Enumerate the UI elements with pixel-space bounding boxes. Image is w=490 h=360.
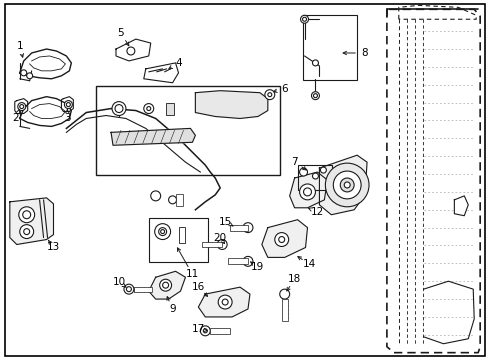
Text: 19: 19 — [251, 262, 265, 272]
Circle shape — [155, 224, 171, 239]
Circle shape — [24, 229, 30, 235]
Circle shape — [302, 17, 307, 21]
Text: 8: 8 — [361, 48, 368, 58]
Circle shape — [275, 233, 289, 247]
Text: 17: 17 — [192, 324, 205, 334]
Bar — [175, 194, 183, 206]
Circle shape — [112, 102, 126, 116]
Text: 1: 1 — [17, 41, 23, 51]
Text: 6: 6 — [281, 84, 288, 94]
Circle shape — [333, 171, 361, 199]
Circle shape — [280, 289, 290, 299]
Circle shape — [218, 295, 232, 309]
Circle shape — [222, 299, 228, 305]
Circle shape — [64, 100, 73, 109]
Circle shape — [200, 326, 210, 336]
Polygon shape — [319, 155, 367, 215]
Text: 14: 14 — [303, 259, 316, 269]
Bar — [282, 299, 288, 321]
Circle shape — [169, 196, 176, 204]
Circle shape — [243, 223, 253, 233]
Circle shape — [20, 225, 34, 239]
Circle shape — [115, 105, 123, 113]
Circle shape — [23, 211, 31, 219]
Polygon shape — [149, 271, 185, 299]
Circle shape — [21, 70, 26, 76]
Circle shape — [303, 188, 312, 196]
Circle shape — [268, 93, 272, 96]
Polygon shape — [290, 172, 327, 208]
Text: 18: 18 — [288, 274, 301, 284]
Polygon shape — [111, 129, 196, 145]
Text: 15: 15 — [219, 217, 232, 227]
Circle shape — [163, 282, 169, 288]
Circle shape — [300, 15, 309, 23]
Circle shape — [203, 329, 207, 333]
Text: 4: 4 — [175, 58, 182, 68]
Polygon shape — [116, 39, 151, 61]
Circle shape — [19, 207, 35, 223]
Circle shape — [325, 163, 369, 207]
Circle shape — [161, 230, 165, 234]
Circle shape — [20, 105, 24, 109]
Circle shape — [299, 184, 316, 200]
Polygon shape — [454, 196, 468, 216]
Bar — [202, 242, 222, 247]
Circle shape — [18, 103, 25, 111]
Circle shape — [312, 92, 319, 100]
Circle shape — [340, 178, 354, 192]
Text: 13: 13 — [47, 243, 60, 252]
Circle shape — [313, 173, 318, 179]
Text: 3: 3 — [64, 113, 71, 123]
Bar — [210, 328, 230, 334]
Circle shape — [314, 94, 318, 98]
Bar — [230, 225, 248, 231]
Circle shape — [159, 228, 167, 235]
Circle shape — [127, 47, 135, 55]
Text: 9: 9 — [169, 304, 176, 314]
Polygon shape — [262, 220, 308, 257]
Circle shape — [217, 239, 227, 249]
Circle shape — [144, 104, 154, 113]
Circle shape — [279, 237, 285, 243]
Circle shape — [160, 279, 172, 291]
Bar — [297, 165, 332, 190]
Text: 2: 2 — [12, 113, 19, 123]
Text: 20: 20 — [214, 233, 227, 243]
Circle shape — [265, 90, 275, 100]
Bar — [166, 103, 173, 114]
Bar — [149, 218, 208, 262]
Circle shape — [151, 191, 161, 201]
Polygon shape — [198, 287, 250, 317]
Circle shape — [66, 103, 71, 107]
Bar — [96, 86, 280, 175]
Polygon shape — [196, 91, 268, 118]
Bar — [178, 227, 185, 243]
Text: 16: 16 — [192, 282, 205, 292]
Polygon shape — [10, 198, 53, 244]
Circle shape — [344, 182, 350, 188]
Bar — [228, 258, 248, 264]
Text: 10: 10 — [112, 277, 125, 287]
Text: 12: 12 — [311, 207, 324, 217]
Circle shape — [124, 284, 134, 294]
Text: 5: 5 — [118, 28, 124, 38]
Circle shape — [313, 60, 318, 66]
Circle shape — [26, 73, 33, 79]
Circle shape — [243, 256, 253, 266]
Text: 11: 11 — [186, 269, 199, 279]
Bar — [134, 287, 152, 292]
Polygon shape — [144, 63, 178, 83]
Text: 7: 7 — [291, 157, 298, 167]
Circle shape — [126, 287, 131, 292]
Circle shape — [299, 168, 308, 176]
Bar — [302, 15, 357, 80]
Circle shape — [147, 107, 151, 111]
Circle shape — [320, 167, 326, 173]
